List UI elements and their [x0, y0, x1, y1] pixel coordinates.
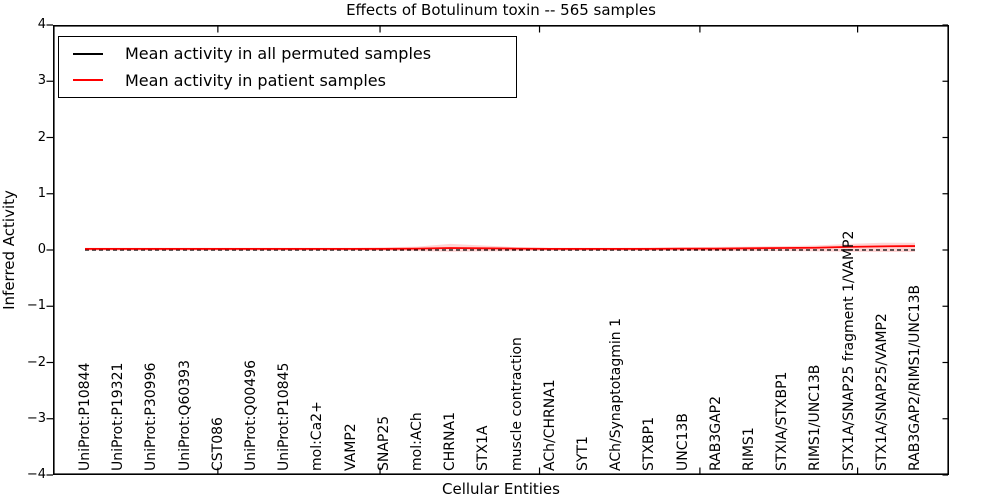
y-tick-label: 2	[37, 129, 46, 145]
x-tick-label: CST086	[209, 417, 226, 471]
y-tick-label: −4	[26, 467, 46, 482]
x-tick-label: CHRNA1	[442, 412, 459, 471]
legend-label: Mean activity in all permuted samples	[125, 44, 432, 64]
y-tick-label: 0	[37, 242, 46, 257]
x-tick-label: RIMS1/UNC13B	[807, 364, 824, 471]
x-tick-label: STX1A	[475, 425, 492, 471]
x-tick-label: UniProt:Q00496	[243, 360, 259, 471]
x-tick-label: STX1A/SNAP25 fragment 1/VAMP2	[840, 230, 857, 471]
x-tick-label: UniProt:P19321	[110, 362, 127, 471]
legend-item-patient: Mean activity in patient samples	[59, 71, 516, 90]
x-tick-label: ACh/Synaptotagmin 1	[608, 318, 625, 471]
x-tick-label: VAMP2	[342, 423, 359, 471]
x-tick-label: UniProt:P30996	[143, 362, 160, 471]
x-tick-label: mol:Ca2+	[309, 401, 326, 471]
x-tick-label: UniProt:P10844	[77, 362, 93, 471]
patient-line-swatch	[73, 79, 103, 82]
x-tick-label: SNAP25	[375, 415, 392, 471]
chart-title: Effects of Botulinum toxin -- 565 sample…	[346, 1, 656, 19]
x-tick-label: STXIA/STXBP1	[774, 371, 791, 471]
x-tick-label: muscle contraction	[508, 337, 525, 471]
x-tick-label: UniProt:Q60393	[176, 360, 193, 471]
legend: Mean activity in all permuted samples Me…	[58, 36, 517, 98]
y-tick-label: 3	[37, 73, 46, 89]
x-tick-label: STX1A/SNAP25/VAMP2	[873, 313, 890, 471]
chart-canvas	[46, 24, 950, 476]
x-tick-label: ACh/CHRNA1	[541, 379, 558, 471]
y-tick-label: −2	[26, 354, 46, 370]
x-tick-label: SYT1	[575, 436, 591, 471]
legend-item-permuted: Mean activity in all permuted samples	[59, 44, 516, 63]
axes-frame	[53, 25, 950, 475]
x-tick-label: UniProt:P10845	[276, 362, 293, 471]
y-tick-label: 1	[37, 185, 46, 201]
x-tick-label: STXBP1	[641, 417, 658, 471]
patient-series-line	[85, 245, 916, 250]
y-tick-label: −1	[26, 298, 46, 314]
x-tick-label: UNC13B	[674, 413, 691, 471]
x-tick-label: RAB3GAP2/RIMS1/UNC13B	[907, 284, 923, 471]
x-tick-label: RIMS1	[741, 427, 757, 471]
x-tick-label: RAB3GAP2	[707, 395, 724, 471]
legend-label: Mean activity in patient samples	[125, 70, 386, 90]
x-axis-title: Cellular Entities	[442, 480, 560, 498]
y-tick-label: −3	[26, 410, 46, 426]
y-tick-label: 4	[37, 17, 46, 32]
permuted-line-swatch	[73, 52, 103, 55]
x-tick-label: mol:ACh	[409, 412, 425, 471]
